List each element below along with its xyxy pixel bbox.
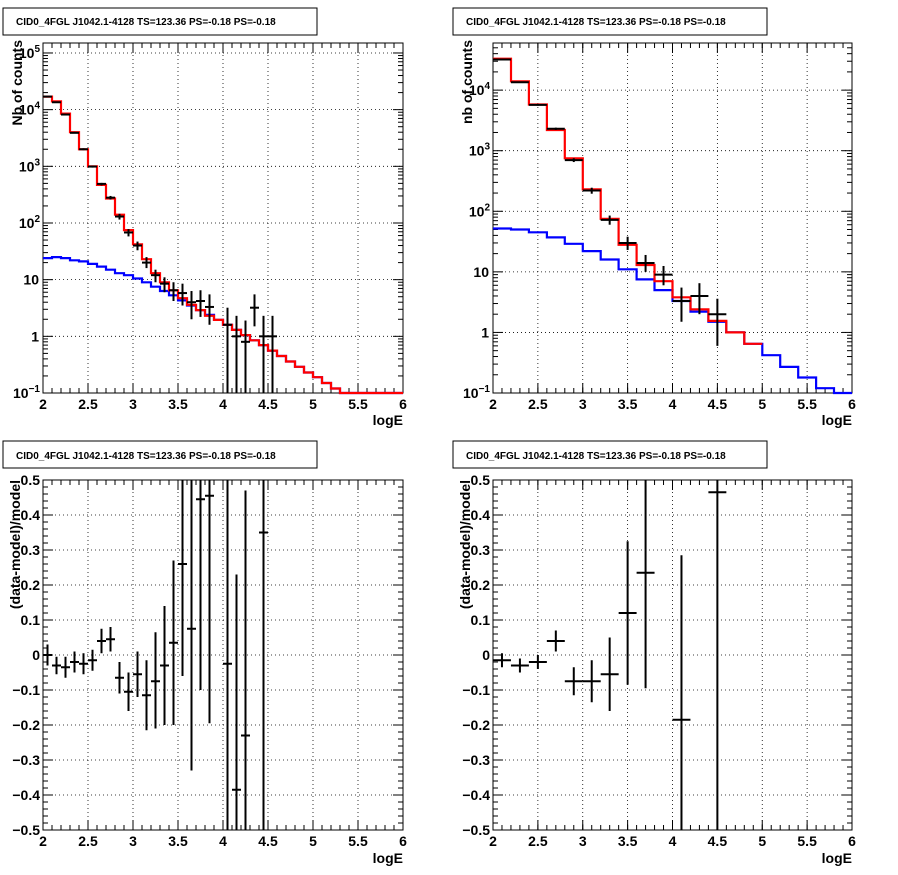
x-tick-label: 3.5 bbox=[618, 833, 638, 849]
x-axis-label: logE bbox=[373, 850, 403, 866]
plot-frame bbox=[492, 479, 853, 831]
chart-title: CID0_4FGL J1042.1-4128 TS=123.36 PS=-0.1… bbox=[466, 17, 726, 28]
y-tick-label: 104 bbox=[19, 101, 41, 118]
y-tick-label: 103 bbox=[19, 157, 41, 174]
y-tick-label: 0.1 bbox=[21, 612, 41, 628]
x-tick-label: 2 bbox=[489, 833, 497, 849]
x-tick-label: 5.5 bbox=[797, 396, 817, 412]
title-box bbox=[2, 7, 318, 36]
y-tick-label: 0.4 bbox=[21, 507, 41, 523]
y-tick-label: 0.3 bbox=[471, 542, 491, 558]
panel-counts-spectrum-left: 2 2.5 3 3.5 4 4.5 5 5.5 6 10−1 1 10 102 103 104 105 CID0… bbox=[2, 7, 407, 428]
x-tick-label: 2.5 bbox=[528, 833, 548, 849]
chart-title: CID0_4FGL J1042.1-4128 TS=123.36 PS=-0.1… bbox=[16, 17, 276, 28]
chart-title: CID0_4FGL J1042.1-4128 TS=123.36 PS=-0.1… bbox=[16, 451, 276, 462]
y-tick-label: 0 bbox=[32, 647, 40, 663]
y-tick-label: 0.5 bbox=[21, 472, 41, 488]
x-tick-label: 2.5 bbox=[78, 396, 98, 412]
y-tick-label: 10 bbox=[23, 272, 39, 288]
x-tick-label: 6 bbox=[848, 833, 856, 849]
panel-residuals-right: 2 2.5 3 3.5 4 4.5 5 5.5 6 −0.5 −0.4 −0.3 −0.2 −0.1 0 0.… bbox=[452, 440, 856, 866]
y-tick-label: 1 bbox=[31, 328, 39, 344]
y-tick-label: 1 bbox=[481, 324, 489, 340]
x-tick-label: 4.5 bbox=[258, 396, 278, 412]
x-axis-label: logE bbox=[822, 850, 852, 866]
x-tick-label: 2 bbox=[489, 396, 497, 412]
x-axis-label: logE bbox=[822, 412, 852, 428]
x-tick-label: 3 bbox=[129, 833, 137, 849]
x-axis-label: logE bbox=[373, 412, 403, 428]
x-tick-label: 4 bbox=[219, 833, 227, 849]
title-box bbox=[452, 440, 768, 469]
y-tick-label: 0.3 bbox=[21, 542, 41, 558]
x-tick-label: 4 bbox=[669, 833, 677, 849]
x-tick-label: 5.5 bbox=[348, 396, 368, 412]
x-tick-label: 4.5 bbox=[708, 396, 728, 412]
plot-frame bbox=[492, 42, 853, 394]
y-tick-label: −0.1 bbox=[12, 682, 40, 698]
y-axis-label: (data-model)/model bbox=[7, 480, 23, 609]
x-tick-label: 6 bbox=[399, 833, 407, 849]
x-tick-label: 5 bbox=[309, 833, 317, 849]
x-tick-label: 3.5 bbox=[168, 833, 188, 849]
x-tick-label: 4 bbox=[669, 396, 677, 412]
y-tick-label: −0.3 bbox=[462, 752, 490, 768]
title-box bbox=[2, 440, 318, 469]
y-axis-label: Nb of counts bbox=[9, 40, 25, 126]
x-tick-label: 3.5 bbox=[618, 396, 638, 412]
y-tick-label: 0 bbox=[482, 647, 490, 663]
y-tick-label: −0.5 bbox=[12, 822, 40, 838]
x-tick-label: 5 bbox=[758, 396, 766, 412]
y-tick-label: −0.2 bbox=[12, 717, 40, 733]
panel-counts-spectrum-right: 2 2.5 3 3.5 4 4.5 5 5.5 6 10−1 1 10 102 103 104 CID0_4F… bbox=[452, 7, 856, 428]
y-tick-label: −0.5 bbox=[462, 822, 490, 838]
title-box bbox=[452, 7, 768, 36]
y-tick-label: −0.2 bbox=[462, 717, 490, 733]
x-tick-label: 6 bbox=[848, 396, 856, 412]
x-tick-label: 5 bbox=[309, 396, 317, 412]
y-tick-label: −0.3 bbox=[12, 752, 40, 768]
x-tick-label: 2 bbox=[39, 396, 47, 412]
x-tick-label: 3 bbox=[579, 396, 587, 412]
x-tick-label: 3 bbox=[129, 396, 137, 412]
y-tick-label: 0.2 bbox=[471, 577, 491, 593]
y-tick-label: −0.1 bbox=[462, 682, 490, 698]
x-tick-label: 6 bbox=[399, 396, 407, 412]
chart-title: CID0_4FGL J1042.1-4128 TS=123.36 PS=-0.1… bbox=[466, 451, 726, 462]
panel-residuals-left: 2 2.5 3 3.5 4 4.5 5 5.5 6 −0.5 −0.4 −0.3 −0.2 −0.1 0 0.… bbox=[2, 440, 407, 866]
y-tick-label: −0.4 bbox=[462, 787, 490, 803]
y-tick-label: 10−1 bbox=[463, 384, 490, 401]
y-tick-label: 0.1 bbox=[471, 612, 491, 628]
y-tick-label: 102 bbox=[469, 202, 491, 219]
x-tick-label: 3.5 bbox=[168, 396, 188, 412]
x-tick-label: 5.5 bbox=[797, 833, 817, 849]
y-tick-label: 0.2 bbox=[21, 577, 41, 593]
plot-frame bbox=[42, 42, 404, 394]
y-tick-label: 0.5 bbox=[471, 472, 491, 488]
x-tick-label: 4.5 bbox=[258, 833, 278, 849]
y-tick-label: 104 bbox=[469, 81, 491, 98]
y-axis-label: nb of counts bbox=[459, 40, 475, 124]
y-axis-label: (data-model)/model bbox=[457, 480, 473, 609]
x-tick-label: 2.5 bbox=[528, 396, 548, 412]
x-tick-label: 4 bbox=[219, 396, 227, 412]
x-tick-label: 2.5 bbox=[78, 833, 98, 849]
x-tick-label: 3 bbox=[579, 833, 587, 849]
y-tick-label: 0.4 bbox=[471, 507, 491, 523]
y-tick-label: −0.4 bbox=[12, 787, 40, 803]
y-tick-label: 103 bbox=[469, 142, 491, 159]
x-tick-label: 5.5 bbox=[348, 833, 368, 849]
y-tick-label: 10 bbox=[473, 264, 489, 280]
x-tick-label: 5 bbox=[758, 833, 766, 849]
y-tick-label: 102 bbox=[19, 214, 41, 231]
y-tick-label: 105 bbox=[19, 44, 41, 61]
x-tick-label: 2 bbox=[39, 833, 47, 849]
x-tick-label: 4.5 bbox=[708, 833, 728, 849]
y-tick-label: 10−1 bbox=[13, 384, 40, 401]
